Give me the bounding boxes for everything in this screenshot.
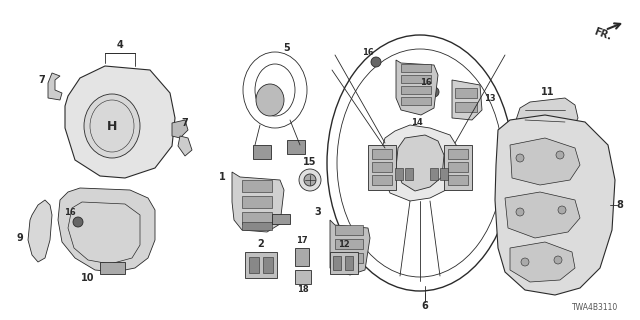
Bar bbox=[245, 252, 277, 278]
Polygon shape bbox=[58, 188, 155, 272]
Text: 3: 3 bbox=[315, 207, 321, 217]
Circle shape bbox=[73, 217, 83, 227]
Bar bbox=[253, 145, 271, 159]
Polygon shape bbox=[330, 220, 370, 275]
Circle shape bbox=[299, 169, 321, 191]
Text: FR.: FR. bbox=[593, 26, 613, 42]
Polygon shape bbox=[65, 66, 175, 178]
Text: 16: 16 bbox=[362, 47, 374, 57]
Polygon shape bbox=[232, 172, 284, 232]
Bar bbox=[401, 75, 431, 83]
Circle shape bbox=[371, 57, 381, 67]
Bar bbox=[448, 175, 468, 185]
Text: 13: 13 bbox=[484, 93, 496, 102]
Bar bbox=[249, 257, 259, 273]
Text: 7: 7 bbox=[182, 118, 188, 128]
Polygon shape bbox=[510, 242, 575, 282]
Polygon shape bbox=[516, 98, 578, 136]
Text: 11: 11 bbox=[541, 87, 555, 97]
Bar bbox=[272, 214, 290, 224]
Bar bbox=[263, 257, 273, 273]
Ellipse shape bbox=[84, 94, 140, 158]
Text: 18: 18 bbox=[297, 285, 309, 294]
Text: 2: 2 bbox=[258, 239, 264, 249]
Text: 7: 7 bbox=[38, 75, 45, 85]
Bar bbox=[448, 149, 468, 159]
Text: 12: 12 bbox=[338, 239, 350, 249]
Circle shape bbox=[521, 258, 529, 266]
Polygon shape bbox=[48, 73, 62, 100]
Bar bbox=[395, 168, 403, 180]
Polygon shape bbox=[452, 80, 482, 120]
Polygon shape bbox=[510, 138, 580, 185]
Bar bbox=[345, 256, 353, 270]
Polygon shape bbox=[396, 135, 444, 191]
Bar bbox=[444, 145, 472, 190]
Bar bbox=[330, 252, 358, 274]
Bar bbox=[242, 212, 272, 224]
Bar bbox=[100, 262, 125, 274]
Bar bbox=[440, 168, 448, 180]
Polygon shape bbox=[495, 115, 615, 295]
Polygon shape bbox=[28, 200, 52, 262]
Text: 15: 15 bbox=[303, 157, 317, 167]
Text: 14: 14 bbox=[411, 117, 423, 126]
Circle shape bbox=[554, 256, 562, 264]
Polygon shape bbox=[396, 60, 438, 115]
Text: 17: 17 bbox=[296, 236, 308, 244]
Bar bbox=[295, 248, 309, 266]
Bar bbox=[242, 196, 272, 208]
Text: 4: 4 bbox=[116, 40, 124, 50]
Bar bbox=[287, 140, 305, 154]
Text: 10: 10 bbox=[81, 273, 95, 283]
Bar bbox=[372, 162, 392, 172]
Bar bbox=[335, 253, 363, 263]
Polygon shape bbox=[505, 192, 580, 238]
Bar bbox=[430, 168, 438, 180]
Text: H: H bbox=[107, 119, 117, 132]
Text: 5: 5 bbox=[284, 43, 291, 53]
Polygon shape bbox=[382, 125, 458, 201]
Bar bbox=[455, 102, 477, 112]
Text: 16: 16 bbox=[420, 77, 432, 86]
Bar bbox=[405, 168, 413, 180]
Text: TWA4B3110: TWA4B3110 bbox=[572, 303, 618, 313]
Bar bbox=[401, 86, 431, 94]
Bar bbox=[242, 222, 272, 230]
Text: 6: 6 bbox=[422, 301, 428, 311]
Bar bbox=[372, 175, 392, 185]
Bar bbox=[335, 239, 363, 249]
Bar bbox=[333, 256, 341, 270]
Text: 16: 16 bbox=[64, 207, 76, 217]
Bar bbox=[295, 270, 311, 284]
Text: 9: 9 bbox=[17, 233, 24, 243]
Circle shape bbox=[304, 174, 316, 186]
Ellipse shape bbox=[256, 84, 284, 116]
Bar bbox=[368, 145, 396, 190]
Text: 1: 1 bbox=[219, 172, 225, 182]
Bar bbox=[242, 180, 272, 192]
Circle shape bbox=[516, 154, 524, 162]
Polygon shape bbox=[178, 136, 192, 156]
Circle shape bbox=[516, 208, 524, 216]
Circle shape bbox=[558, 206, 566, 214]
Bar bbox=[448, 162, 468, 172]
Text: 8: 8 bbox=[616, 200, 623, 210]
Bar bbox=[455, 88, 477, 98]
Circle shape bbox=[556, 151, 564, 159]
Bar bbox=[335, 225, 363, 235]
Polygon shape bbox=[172, 120, 188, 138]
Bar bbox=[401, 64, 431, 72]
Circle shape bbox=[429, 87, 439, 97]
Bar bbox=[401, 97, 431, 105]
Bar bbox=[372, 149, 392, 159]
